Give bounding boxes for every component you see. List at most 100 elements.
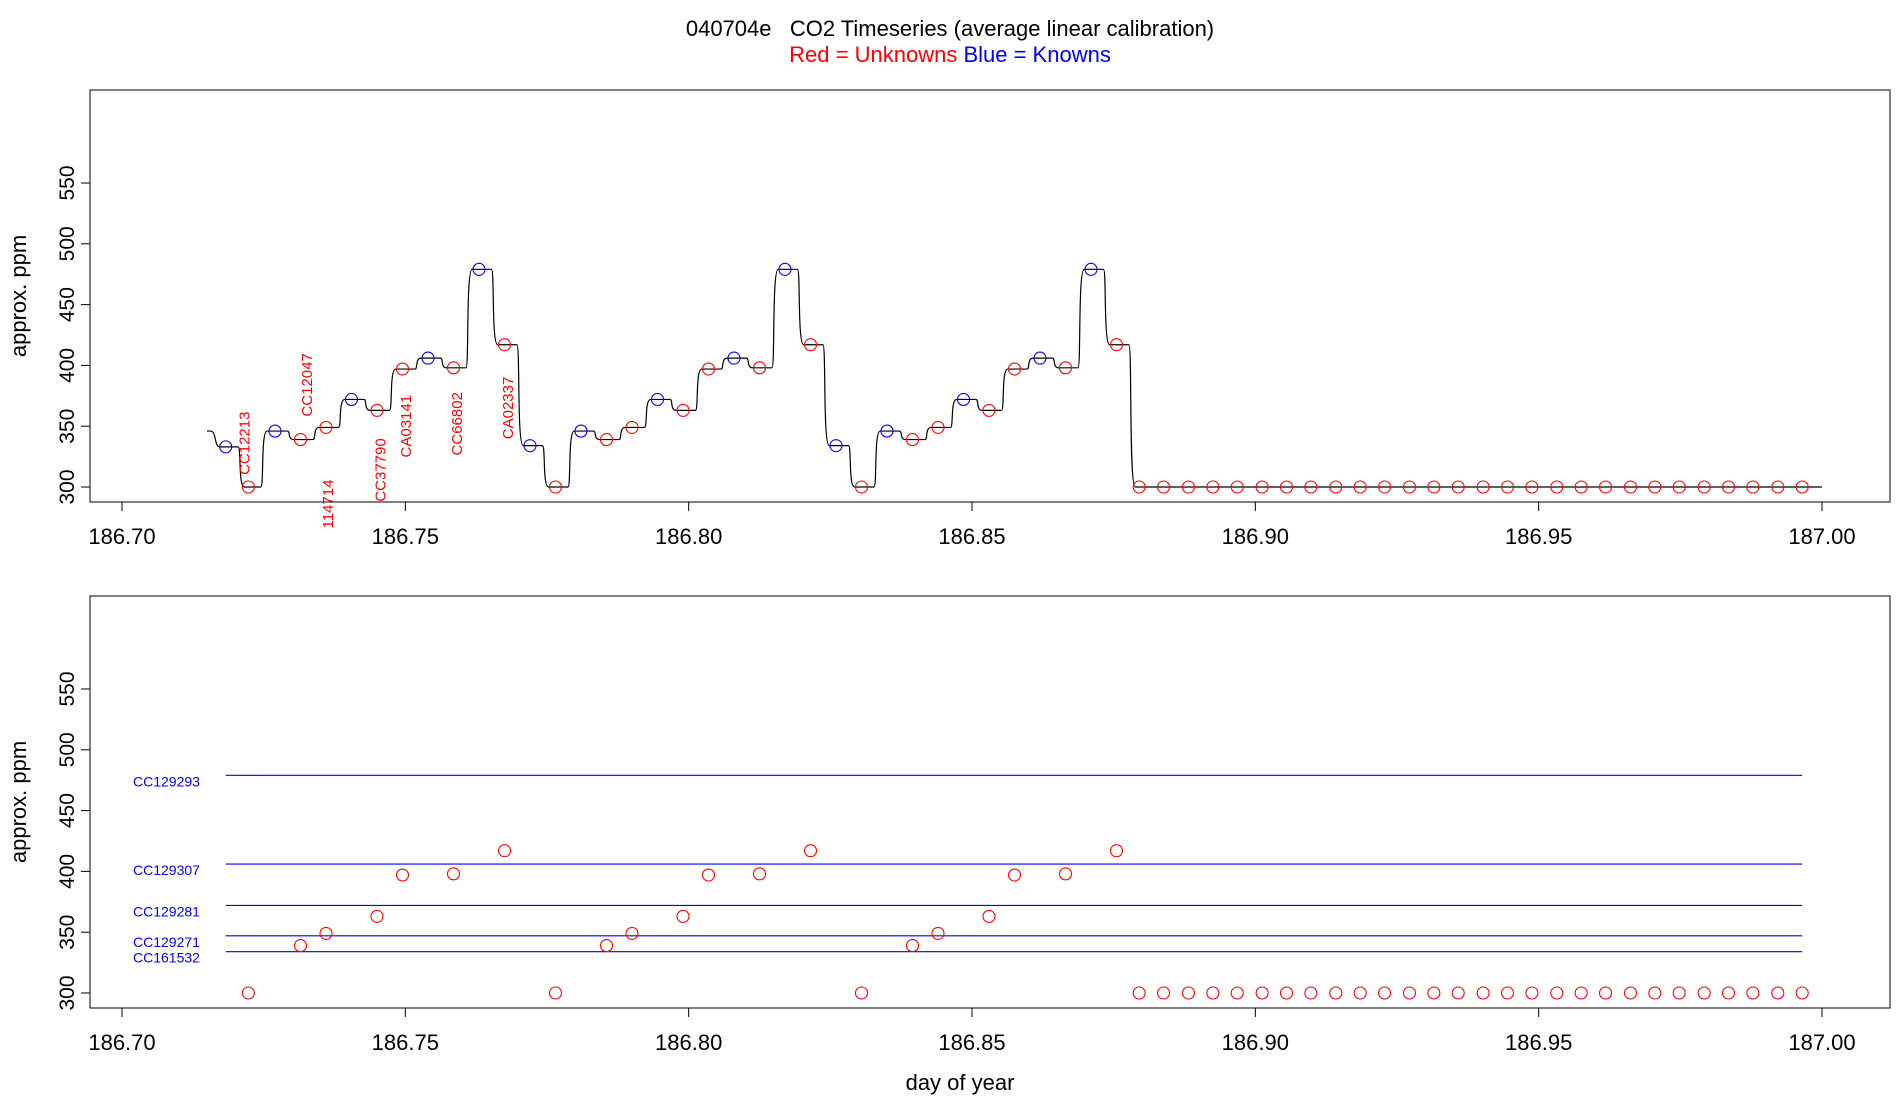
unknown-point: [319, 420, 333, 434]
known-point: [880, 424, 894, 438]
unknown-point: [1623, 480, 1638, 494]
unknown-point: [803, 338, 818, 352]
y-tick-label: 550: [56, 165, 79, 200]
unknown-point: [1648, 986, 1662, 1000]
unknown-point: [1550, 986, 1564, 1000]
unknown-point: [931, 420, 945, 434]
unknown-point: [1697, 986, 1711, 1000]
tank-annotation: 114714: [320, 480, 337, 529]
unknown-point: [1279, 986, 1294, 1000]
y-tick-label: 300: [56, 469, 79, 504]
reference-label: CC161532: [133, 950, 200, 966]
known-point: [523, 439, 537, 453]
unknown-point: [1255, 986, 1269, 1000]
unknown-point: [1156, 480, 1171, 494]
unknown-point: [599, 939, 614, 953]
unknown-point: [1058, 361, 1073, 375]
x-tick-label: 186.90: [1222, 524, 1289, 549]
unknown-point: [982, 909, 996, 923]
unknown-point: [625, 420, 639, 434]
reference-label: CC129271: [133, 934, 200, 950]
unknown-point: [1279, 480, 1294, 494]
top-panel: 300 350 400 450 500 550 approx. ppm 186.70 186.7…: [6, 89, 1891, 549]
unknown-point: [1795, 480, 1809, 494]
unknown-point: [931, 926, 945, 940]
unknown-point: [1206, 986, 1220, 1000]
bottom-panel: 300 350 400 450 500 550 approx. ppm 186.70 186.7…: [6, 595, 1891, 1095]
y-tick-label: 550: [56, 671, 79, 706]
unknown-point: [1230, 986, 1244, 1000]
unknown-point: [1550, 480, 1564, 494]
unknown-point: [1230, 480, 1244, 494]
tank-annotation: CC12047: [299, 353, 316, 416]
unknown-point: [1795, 986, 1809, 1000]
unknown-point: [241, 986, 255, 1000]
unknown-point: [1329, 986, 1343, 1000]
unknown-point: [446, 867, 461, 881]
unknown-point: [446, 361, 461, 375]
unknown-point: [1109, 338, 1124, 352]
unknown-point: [1377, 480, 1392, 494]
unknown-point: [1132, 480, 1146, 494]
x-axis-label: day of year: [906, 1070, 1015, 1095]
unknown-point: [676, 403, 690, 417]
y-tick-label: 350: [56, 915, 79, 950]
unknown-point: [370, 909, 384, 923]
unknown-point: [1132, 986, 1146, 1000]
legend-line: Red = Unknowns Blue = Knowns: [0, 42, 1900, 68]
legend-unknowns: Red = Unknowns: [789, 42, 958, 67]
unknown-point: [752, 361, 767, 375]
known-point: [472, 262, 486, 276]
known-point: [778, 262, 792, 276]
unknown-point: [701, 868, 716, 882]
known-point: [829, 439, 843, 453]
y-tick-label: 500: [56, 732, 79, 767]
unknown-point: [241, 480, 255, 494]
unknown-point: [497, 844, 512, 858]
x-tick-label: 186.75: [372, 524, 439, 549]
unknown-point: [1771, 480, 1785, 494]
known-point: [219, 440, 233, 454]
x-tick-label: 186.70: [88, 1030, 155, 1055]
tank-annotation: CC66802: [449, 392, 466, 455]
unknown-point: [395, 868, 410, 882]
unknown-point: [1329, 480, 1343, 494]
unknown-point: [1574, 986, 1588, 1000]
unknown-point: [497, 338, 512, 352]
unknown-point: [1746, 480, 1760, 494]
x-tick-label: 186.85: [938, 524, 1005, 549]
tank-annotation: CC37790: [373, 438, 390, 501]
unknown-point: [1672, 480, 1686, 494]
unknown-point: [1304, 480, 1318, 494]
y-tick-label: 450: [56, 793, 79, 828]
unknown-point: [1206, 480, 1220, 494]
unknown-point: [395, 362, 410, 376]
unknown-point: [752, 867, 767, 881]
unknown-point: [1304, 986, 1318, 1000]
known-point: [727, 351, 741, 365]
unknown-point: [1525, 986, 1539, 1000]
tank-annotation: CC12213: [237, 412, 254, 475]
known-point: [421, 351, 435, 365]
unknown-point: [1427, 480, 1441, 494]
x-tick-label: 186.75: [372, 1030, 439, 1055]
x-tick-label: 186.80: [655, 1030, 722, 1055]
unknown-point: [982, 403, 996, 417]
unknown-point: [1007, 868, 1022, 882]
unknown-point: [293, 939, 308, 953]
unknown-point: [1525, 480, 1539, 494]
unknown-point: [1377, 986, 1392, 1000]
unknown-point: [1353, 480, 1367, 494]
reference-label: CC129293: [133, 773, 200, 789]
y-tick-label: 400: [56, 348, 79, 383]
known-point: [956, 392, 971, 406]
tank-annotation: CA02337: [500, 377, 517, 440]
known-point: [268, 424, 282, 438]
unknown-point: [625, 926, 639, 940]
unknown-point: [1058, 867, 1073, 881]
unknown-point: [1109, 844, 1124, 858]
unknown-point: [1598, 480, 1613, 494]
plot-frame: [89, 595, 1891, 1009]
unknown-point: [1181, 986, 1196, 1000]
